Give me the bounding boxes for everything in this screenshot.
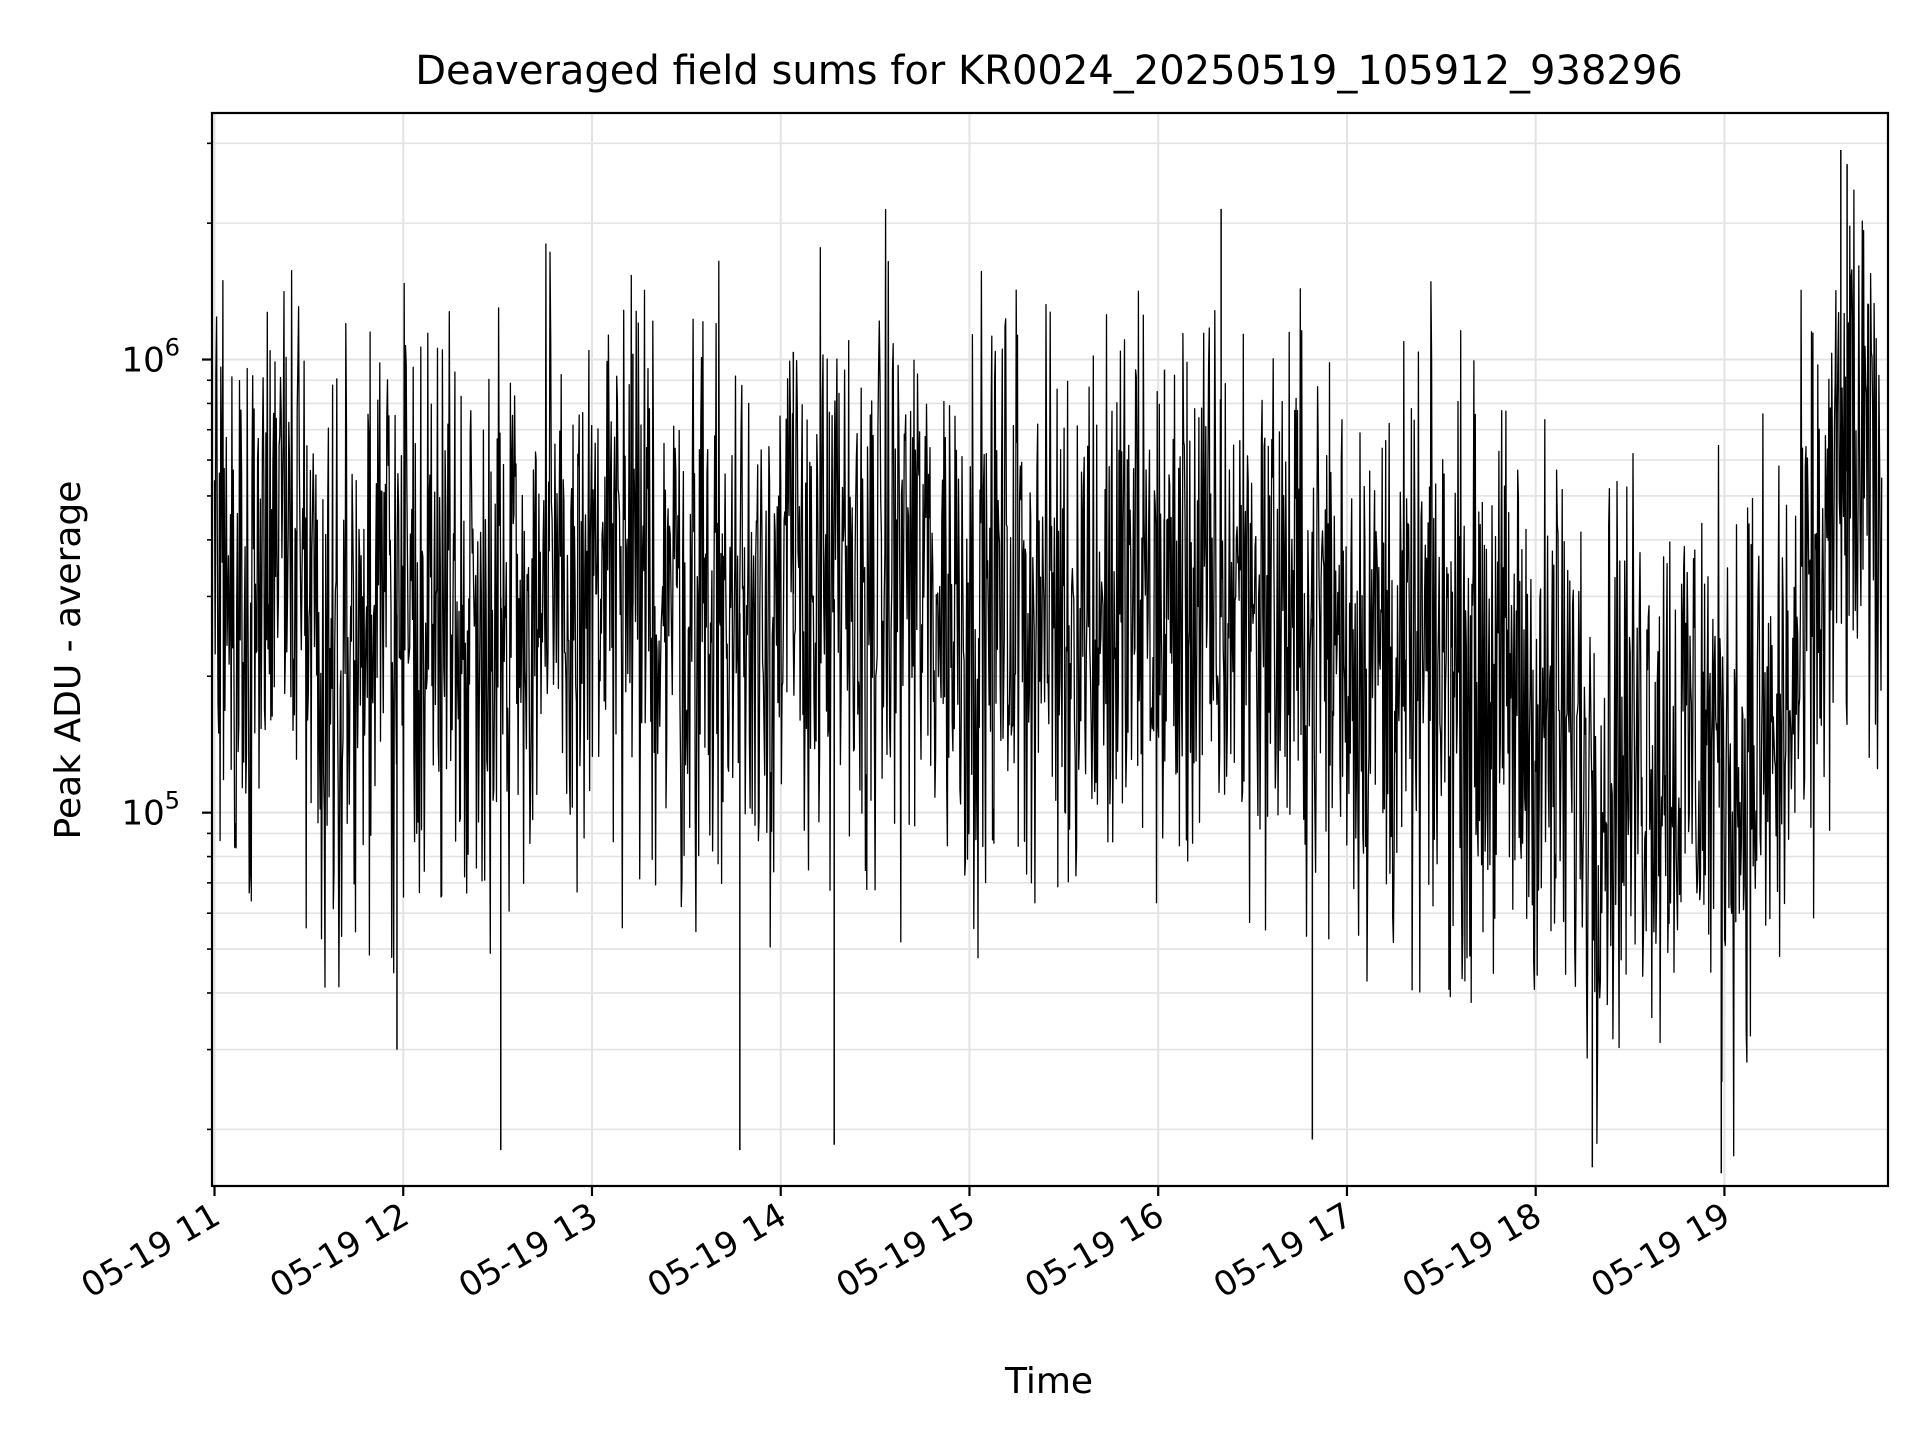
y-tick-label: 106 xyxy=(121,334,180,381)
y-axis: 105 106 xyxy=(121,142,212,1131)
x-axis-label: Time xyxy=(1004,1361,1093,1402)
y-tick-label: 105 xyxy=(121,787,180,834)
chart-title: Deaveraged field sums for KR0024_2025051… xyxy=(415,48,1683,94)
y-axis-label: Peak ADU - average xyxy=(48,481,89,840)
series-line xyxy=(213,189,1883,1157)
plot-frame xyxy=(210,111,1890,1188)
data-series xyxy=(213,150,1883,1174)
